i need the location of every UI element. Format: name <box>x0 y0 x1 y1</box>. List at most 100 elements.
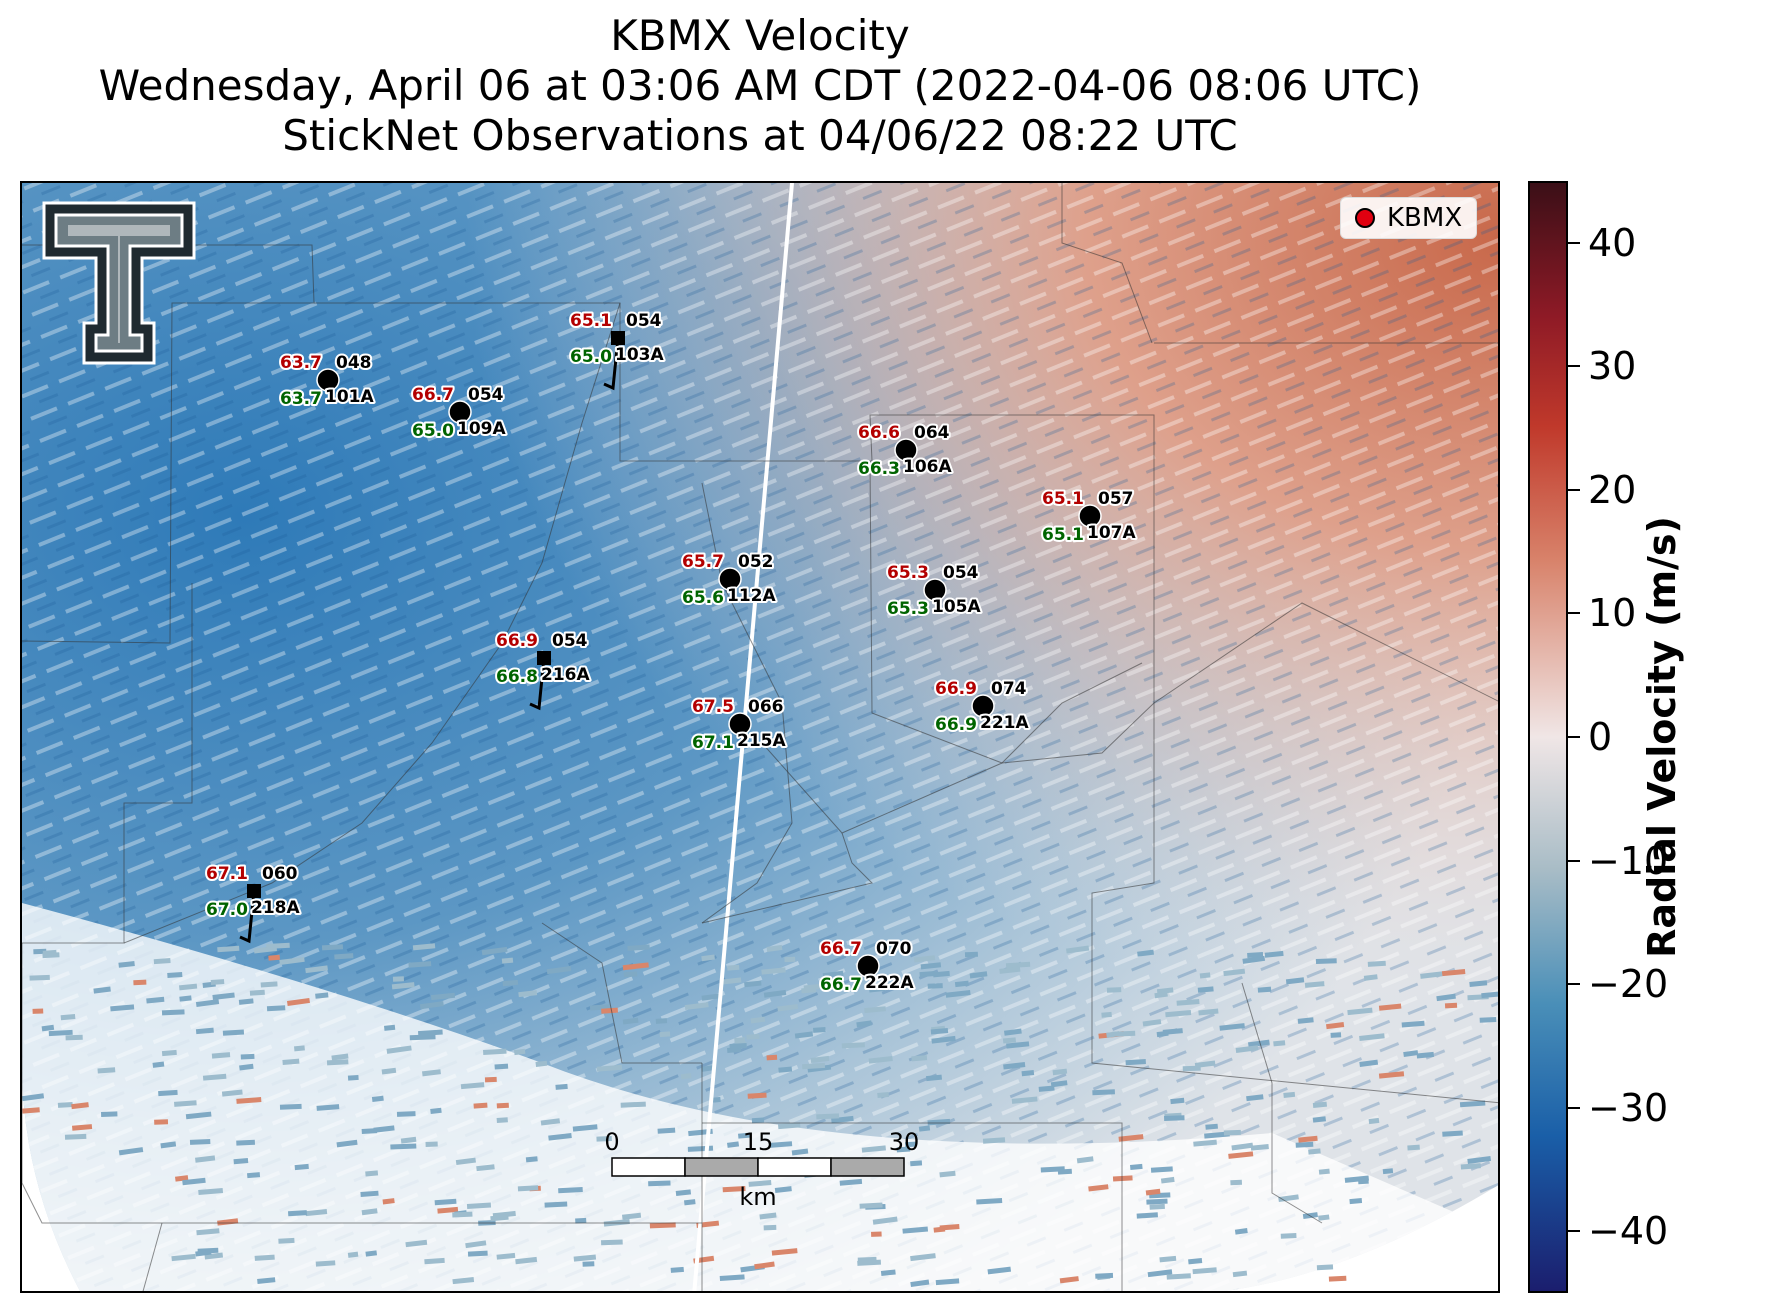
station-101A[interactable]: 63.7 048 63.7 101A <box>278 351 376 411</box>
station-dewpoint: 65.6 <box>682 588 724 608</box>
station-marker-icon <box>448 400 472 424</box>
station-id: 106A <box>903 457 952 477</box>
station-106A[interactable]: 66.6 064 66.3 106A <box>856 421 954 481</box>
wind-barb-icon <box>529 657 546 711</box>
station-dewpoint: 65.1 <box>1042 525 1084 545</box>
station-marker-icon <box>856 954 880 978</box>
velocity-echoes <box>22 183 1498 1291</box>
station-id: 103A <box>615 345 664 365</box>
station-216A[interactable]: 66.9 054 66.8 216A <box>494 629 592 711</box>
station-id: 221A <box>980 713 1029 733</box>
sparse-echo-bins <box>22 942 1498 1288</box>
station-dewpoint: 65.0 <box>570 347 612 367</box>
colorbar-tick-mark <box>1568 1230 1580 1233</box>
station-marker-icon <box>923 578 947 602</box>
station-id: 105A <box>932 597 981 617</box>
station-dewpoint: 66.8 <box>496 667 538 687</box>
station-id: 222A <box>865 973 914 993</box>
station-marker-icon <box>537 651 551 665</box>
station-temperature: 65.7 <box>682 552 724 572</box>
station-wind-direction: 054 <box>468 385 504 405</box>
title-line-1: KBMX Velocity <box>610 11 910 60</box>
station-temperature: 65.1 <box>1042 489 1084 509</box>
colorbar-tick-label: 30 <box>1588 344 1637 389</box>
colorbar-tick-mark <box>1568 736 1580 738</box>
station-marker-icon <box>718 567 742 591</box>
station-marker-icon <box>894 438 918 462</box>
station-temperature: 63.7 <box>280 353 322 373</box>
station-103A[interactable]: 65.1 054 65.0 103A <box>568 309 666 391</box>
station-temperature: 67.1 <box>206 864 248 884</box>
station-marker-icon <box>611 331 625 345</box>
station-id: 101A <box>325 387 374 407</box>
station-107A[interactable]: 65.1 057 65.1 107A <box>1040 487 1138 547</box>
colorbar-tick-mark <box>1568 1106 1580 1109</box>
station-dewpoint: 67.0 <box>206 900 248 920</box>
station-222A[interactable]: 66.7 070 66.7 222A <box>818 937 916 997</box>
station-109A[interactable]: 66.7 054 65.0 109A <box>410 383 508 443</box>
station-215A[interactable]: 67.5 066 67.1 215A <box>690 695 788 755</box>
station-dewpoint: 65.0 <box>412 421 454 441</box>
colorbar-tick-label: −20 <box>1588 962 1669 1007</box>
station-wind-direction: 052 <box>738 552 774 572</box>
colorbar-tick-label: 20 <box>1588 467 1637 512</box>
station-marker-icon <box>1078 504 1102 528</box>
station-id: 109A <box>457 419 506 439</box>
colorbar-tick-mark <box>1568 365 1580 368</box>
colorbar-tick-mark <box>1568 859 1580 862</box>
scalebar-label-30: 30 <box>889 1128 920 1156</box>
station-id: 216A <box>541 665 590 685</box>
station-221A[interactable]: 66.9 074 66.9 221A <box>933 677 1031 737</box>
station-wind-direction: 060 <box>262 864 298 884</box>
county-boundaries <box>22 183 1498 1291</box>
station-temperature: 66.6 <box>858 423 900 443</box>
wind-barb-icon <box>239 890 256 944</box>
scalebar-label-0: 0 <box>604 1128 619 1156</box>
colorbar-tick-label: −40 <box>1588 1209 1669 1254</box>
station-temperature: 66.7 <box>820 939 862 959</box>
colorbar-tick-mark <box>1568 983 1580 986</box>
legend-label: KBMX <box>1387 203 1463 233</box>
station-wind-direction: 054 <box>943 563 979 583</box>
title-line-3: StickNet Observations at 04/06/22 08:22 … <box>282 111 1238 160</box>
colorbar-tick-label: −30 <box>1588 1085 1669 1130</box>
station-temperature: 66.7 <box>412 385 454 405</box>
station-dewpoint: 66.3 <box>858 459 900 479</box>
radar-beam-gap <box>692 183 794 1291</box>
station-marker-icon <box>971 694 995 718</box>
kbmx-marker-icon <box>1355 208 1375 228</box>
station-id: 218A <box>251 898 300 918</box>
scalebar-label-15: 15 <box>743 1128 774 1156</box>
velocity-colorbar <box>1528 181 1568 1293</box>
colorbar-tick-mark <box>1568 241 1580 244</box>
station-temperature: 65.1 <box>570 311 612 331</box>
station-dewpoint: 65.3 <box>887 599 929 619</box>
station-dewpoint: 67.1 <box>692 733 734 753</box>
station-218A[interactable]: 67.1 060 67.0 218A <box>204 862 302 944</box>
station-wind-direction: 057 <box>1098 489 1134 509</box>
wind-barb-icon <box>603 337 620 391</box>
station-112A[interactable]: 65.7 052 65.6 112A <box>680 550 778 610</box>
scalebar-unit: km <box>739 1183 776 1211</box>
station-wind-direction: 066 <box>748 697 784 717</box>
station-dewpoint: 63.7 <box>280 389 322 409</box>
station-marker-icon <box>316 368 340 392</box>
colorbar-tick-label: 0 <box>1588 715 1613 759</box>
station-dewpoint: 66.9 <box>935 715 977 735</box>
station-wind-direction: 054 <box>552 631 588 651</box>
colorbar-tick-mark <box>1568 612 1580 615</box>
scalebar: 0 15 30 km <box>604 1128 919 1211</box>
station-wind-direction: 054 <box>626 311 662 331</box>
colorbar-tick-label: −10 <box>1588 838 1669 883</box>
station-temperature: 66.9 <box>496 631 538 651</box>
ttu-logo <box>42 201 196 365</box>
station-wind-direction: 064 <box>914 423 950 443</box>
radar-map: 63.7 048 63.7 101A 66.7 054 65.0 109A 65.1 054 65.… <box>20 181 1500 1293</box>
station-105A[interactable]: 65.3 054 65.3 105A <box>885 561 983 621</box>
title-line-2: Wednesday, April 06 at 03:06 AM CDT (202… <box>98 61 1422 110</box>
station-id: 107A <box>1087 523 1136 543</box>
station-temperature: 67.5 <box>692 697 734 717</box>
station-marker-icon <box>247 884 261 898</box>
